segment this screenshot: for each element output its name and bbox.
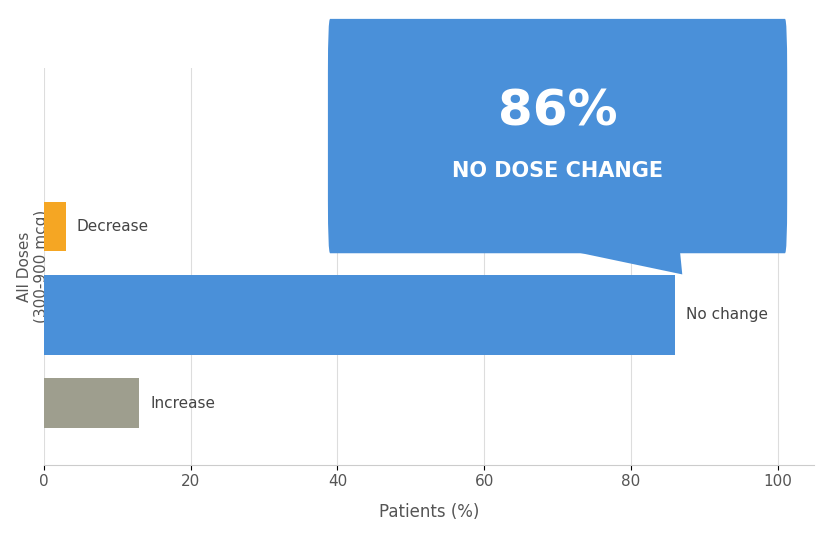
FancyBboxPatch shape: [328, 19, 787, 253]
X-axis label: Patients (%): Patients (%): [379, 504, 479, 521]
Bar: [44, 202, 66, 251]
Text: NO DOSE CHANGE: NO DOSE CHANGE: [452, 161, 663, 181]
Text: Decrease: Decrease: [77, 220, 149, 235]
Bar: [44, 378, 140, 428]
Text: 86%: 86%: [498, 87, 617, 136]
Polygon shape: [330, 200, 682, 274]
Y-axis label: All Doses
(300-900 mcg): All Doses (300-900 mcg): [17, 210, 49, 323]
Text: No change: No change: [686, 307, 768, 322]
Bar: [44, 275, 675, 355]
Text: Increase: Increase: [150, 395, 215, 410]
